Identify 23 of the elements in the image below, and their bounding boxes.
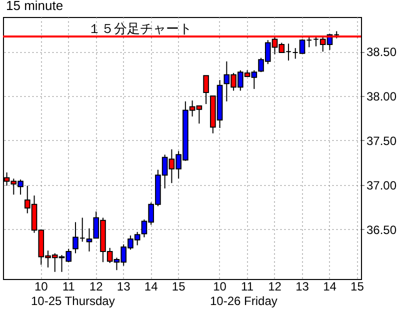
- x-tick-label: 12: [268, 280, 282, 294]
- x-tick-label: 15: [350, 280, 364, 294]
- candlestick: [203, 75, 209, 105]
- text: 10-25 Thursday: [31, 294, 115, 308]
- x-tick-label: 12: [89, 280, 104, 294]
- x-tick-label: 14: [323, 280, 337, 294]
- y-tick-label: 36.50: [366, 222, 397, 237]
- y-tick-label: 37.00: [366, 178, 397, 192]
- x-tick-label: 11: [241, 280, 254, 294]
- x-tick-label: 11: [62, 280, 76, 294]
- y-tick-label: 37.50: [366, 134, 397, 148]
- y-tick-label: 38.50: [366, 45, 397, 60]
- x-tick-label: 10: [34, 280, 48, 294]
- x-tick-label: 14: [144, 280, 158, 294]
- annotation: １５分足チャート: [88, 22, 192, 37]
- x-tick-label: 13: [116, 280, 131, 294]
- text: 10-26 Friday: [210, 294, 278, 308]
- y-tick-label: 38.00: [366, 90, 397, 104]
- x-tick-label: 15: [172, 280, 186, 294]
- candlestick: [86, 228, 92, 252]
- x-tick-label: 13: [296, 280, 310, 294]
- x-tick-label: 10: [213, 280, 227, 294]
- chart-title: 15 minute: [6, 0, 64, 13]
